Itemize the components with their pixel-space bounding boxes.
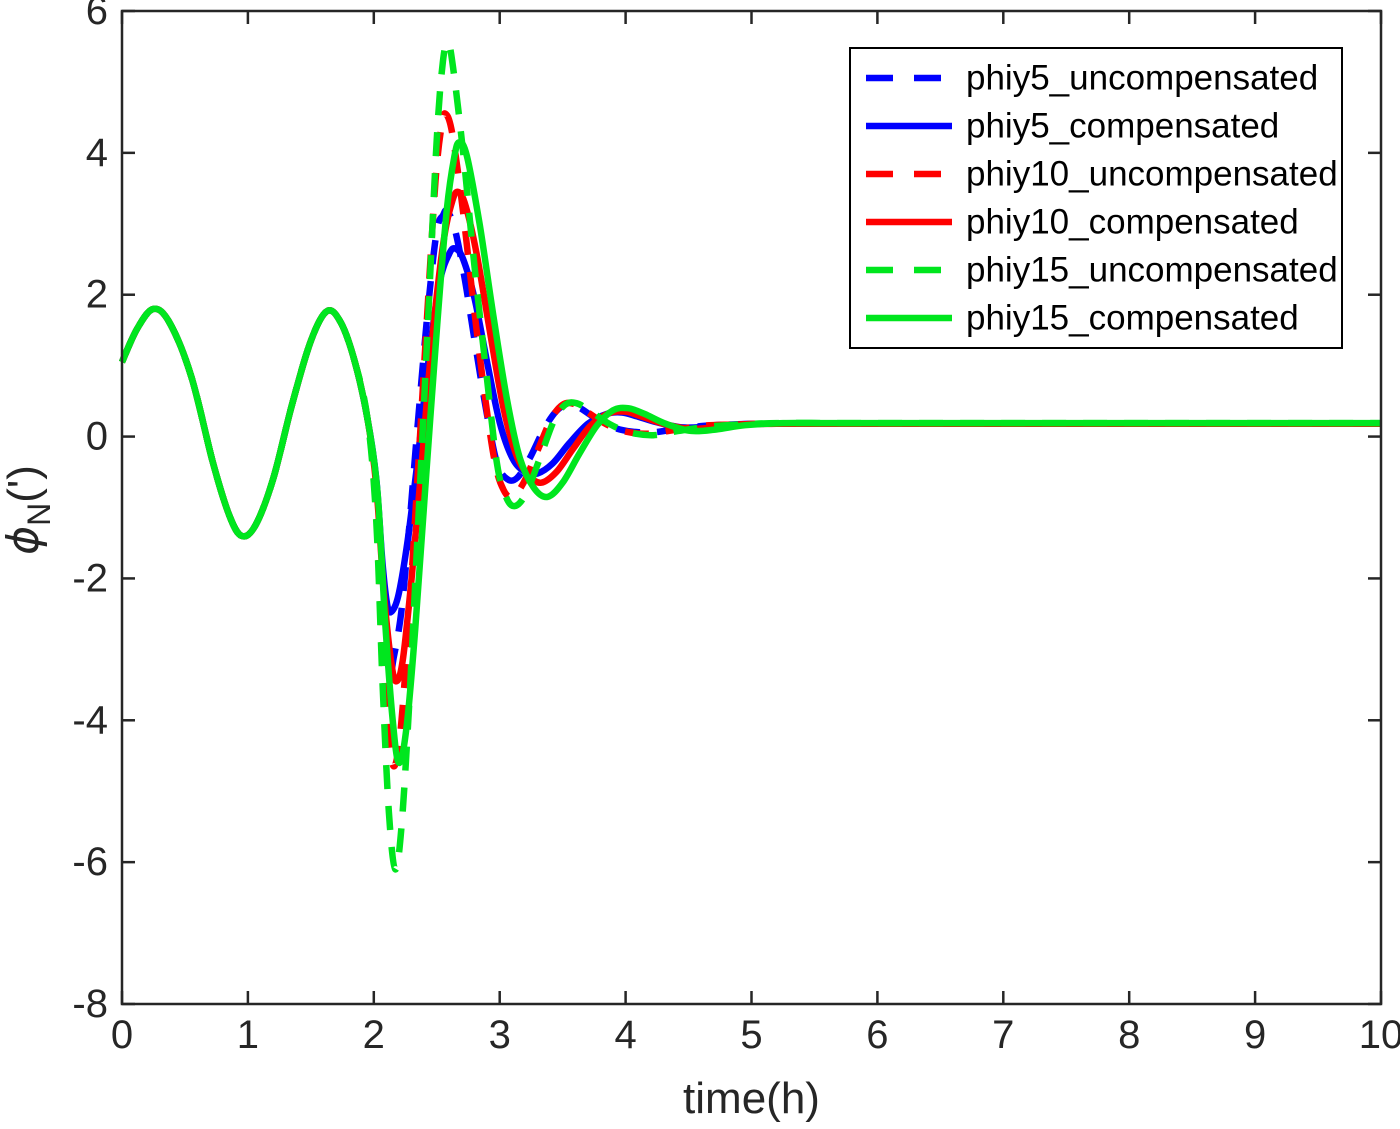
x-axis-tick-label: 2 — [363, 1013, 385, 1057]
y-axis-tick-label: 0 — [86, 415, 108, 459]
legend-label-phiy5-uncompensated: phiy5_uncompensated — [966, 59, 1318, 98]
legend-item-phiy10-compensated: phiy10_compensated — [866, 203, 1299, 242]
y-axis-tick-label: 4 — [86, 131, 108, 175]
legend-label-phiy5-compensated: phiy5_compensated — [966, 107, 1279, 146]
y-axis-tick-label: 2 — [86, 273, 108, 317]
phi-subscript: N — [21, 503, 57, 526]
curve-phiy15-compensated — [119, 138, 1381, 767]
x-axis-tick-label: 7 — [992, 1013, 1014, 1057]
y-axis-tick-label: -6 — [72, 840, 108, 884]
phi-symbol: ϕ — [0, 526, 49, 555]
legend-label-phiy10-uncompensated: phiy10_uncompensated — [966, 155, 1338, 194]
x-axis-tick-label: 3 — [489, 1013, 511, 1057]
phi-unit: (') — [0, 465, 48, 503]
x-axis-tick-label: 6 — [866, 1013, 888, 1057]
curve-phiy10-uncompensated — [119, 110, 1381, 770]
y-axis-tick-label: -8 — [72, 982, 108, 1026]
x-axis-tick-label: 8 — [1118, 1013, 1140, 1057]
x-axis-label: time(h) — [683, 1074, 820, 1123]
x-axis-tick-label: 9 — [1244, 1013, 1266, 1057]
y-axis-tick-label: 6 — [86, 0, 108, 33]
legend-item-phiy10-uncompensated: phiy10_uncompensated — [866, 155, 1338, 194]
legend: phiy5_uncompensated phiy5_compensatedphiy… — [849, 47, 1343, 349]
legend-box — [849, 47, 1343, 349]
y-axis-tick-label: -4 — [72, 698, 108, 742]
legend-label-phiy15-compensated: phiy15_compensated — [966, 299, 1299, 338]
legend-label-phiy15-uncompensated: phiy15_uncompensated — [966, 251, 1338, 290]
legend-label-phiy10-compensated: phiy10_compensated — [966, 203, 1299, 242]
y-axis-label: ϕN(') — [0, 465, 57, 555]
x-axis-tick-label: 0 — [111, 1013, 133, 1057]
x-axis-tick-label: 1 — [237, 1013, 259, 1057]
legend-item-phiy15-uncompensated: phiy15_uncompensated — [866, 251, 1338, 290]
x-axis-tick-label: 5 — [740, 1013, 762, 1057]
legend-item-phiy5-compensated: phiy5_compensated — [866, 107, 1279, 146]
curves — [119, 39, 1381, 873]
y-axis-tick-label: -2 — [72, 556, 108, 600]
legend-item-phiy5-uncompensated: phiy5_uncompensated — [866, 59, 1318, 98]
legend-item-phiy15-compensated: phiy15_compensated — [866, 299, 1299, 338]
x-axis-tick-label: 4 — [614, 1013, 636, 1057]
x-axis-tick-label: 10 — [1359, 1013, 1400, 1057]
